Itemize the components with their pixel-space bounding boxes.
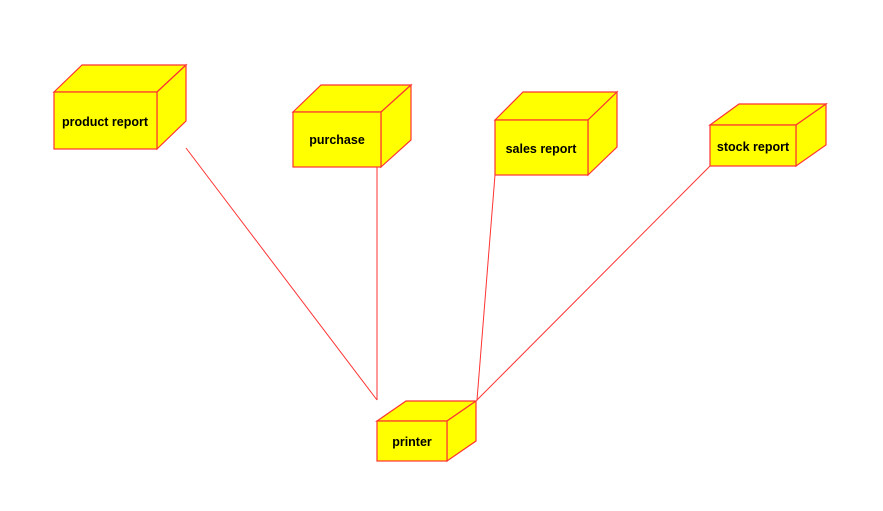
node-front-face — [494, 119, 589, 176]
node-front-face — [376, 420, 448, 462]
connector-product-report-printer — [185, 147, 378, 401]
node-stock-report[interactable]: stock report — [708, 102, 828, 168]
node-label: product report — [62, 115, 149, 129]
node-front-face — [709, 124, 797, 167]
node-printer[interactable]: printer — [375, 399, 478, 463]
node-label: sales report — [506, 142, 578, 156]
node-sales-report[interactable]: sales report — [493, 90, 619, 177]
connector-stock-report-printer — [476, 165, 711, 401]
node-front-face — [53, 91, 158, 150]
connector-sales-report-printer — [476, 174, 496, 401]
node-product-report[interactable]: product report — [52, 63, 188, 151]
node-front-face — [292, 111, 382, 168]
connectors — [185, 147, 711, 401]
node-label: purchase — [309, 133, 365, 147]
node-label: printer — [392, 435, 432, 449]
node-purchase[interactable]: purchase — [291, 83, 413, 169]
node-label: stock report — [717, 140, 790, 154]
